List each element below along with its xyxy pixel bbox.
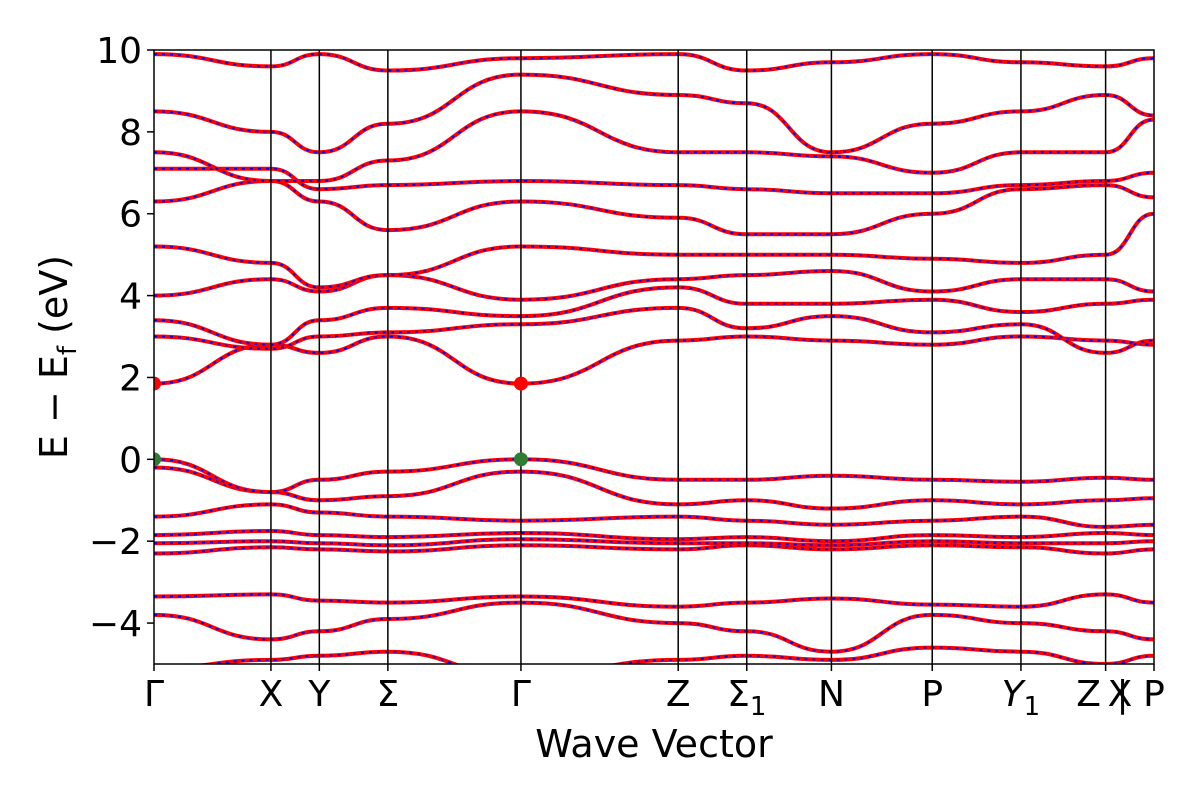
band-line-overlay-11	[154, 286, 1154, 346]
y-axis-title-sub: f	[53, 345, 83, 355]
band-line-6	[154, 502, 1154, 529]
x-tick-label-13: P	[1143, 674, 1165, 715]
x-tick-label-0: Γ	[144, 674, 164, 715]
y-tick-label-5: 6	[119, 195, 142, 236]
band-line-overlay-8	[154, 458, 1154, 494]
x-tick-label-4: Γ	[511, 674, 531, 715]
band-line-overlay-13	[154, 212, 1154, 289]
band-line-17	[154, 72, 1154, 155]
extremum-marker-3	[513, 452, 528, 467]
band-line-overlay-5	[154, 529, 1154, 543]
y-tick-label-0: −4	[89, 604, 142, 645]
x-tick-label-11: |	[1117, 674, 1129, 715]
band-line-8	[154, 457, 1154, 495]
band-line-10	[154, 305, 1154, 355]
x-tick-label-7: N	[818, 674, 845, 715]
band-line-overlay-3	[154, 544, 1154, 555]
band-line-overlay-16	[154, 110, 1154, 182]
plot-frame	[153, 49, 1155, 665]
y-axis-title: E − Ef (eV)	[32, 255, 83, 459]
y-tick-label-4: 4	[119, 277, 142, 318]
band-line-14	[154, 178, 1154, 237]
x-tick-label-5: Z	[666, 674, 691, 715]
y-tick-label-6: 8	[119, 113, 142, 154]
band-line-12	[154, 268, 1154, 302]
x-tick-label-3: Σ	[376, 674, 399, 715]
band-line-1	[154, 600, 1154, 654]
band-line-5	[154, 528, 1154, 544]
bands-layer	[154, 52, 1154, 664]
band-line-2	[154, 592, 1154, 609]
band-line-overlay-14	[154, 179, 1154, 236]
band-line-9	[154, 334, 1154, 386]
band-line-overlay-1	[154, 601, 1154, 653]
y-axis-title-unit: (eV)	[32, 255, 76, 346]
x-tick-label-1: X	[259, 674, 284, 715]
y-tick-label-1: −2	[89, 522, 142, 563]
x-tick-label-6: Σ1	[727, 674, 766, 722]
x-tick-label-10: Z	[1076, 674, 1101, 715]
y-tick-label-7: 10	[96, 31, 142, 72]
band-line-3	[154, 543, 1154, 556]
x-axis-ticks: Γ X Y Σ Γ Z Σ1 N P Y1 Z |X P	[144, 664, 1165, 722]
extrema-markers	[154, 376, 528, 467]
extremum-marker-1	[513, 376, 528, 391]
x-tick-label-2: Y	[307, 674, 331, 715]
y-tick-label-3: 2	[119, 358, 142, 399]
x-tick-label-8: P	[921, 674, 943, 715]
band-line-overlay-10	[154, 306, 1154, 354]
band-line-overlay-6	[154, 503, 1154, 528]
band-line-13	[154, 211, 1154, 290]
x-tick-label-9: Y1	[1002, 674, 1041, 722]
band-line-16	[154, 109, 1154, 183]
y-axis-title-main: E − E	[32, 355, 76, 459]
x-tick-label-12: X	[1108, 674, 1133, 715]
y-axis-ticks: −4 −2 0 2 4 6 8 10	[89, 31, 154, 645]
extremum-marker-2	[154, 452, 161, 467]
band-line-overlay-12	[154, 269, 1154, 301]
extremum-marker-0	[154, 376, 161, 391]
x-axis-title: Wave Vector	[535, 722, 773, 766]
band-line-overlay-9	[154, 335, 1154, 385]
y-tick-label-2: 0	[119, 440, 142, 481]
high-symmetry-lines	[270, 50, 1107, 664]
band-line-overlay-4	[154, 538, 1154, 547]
